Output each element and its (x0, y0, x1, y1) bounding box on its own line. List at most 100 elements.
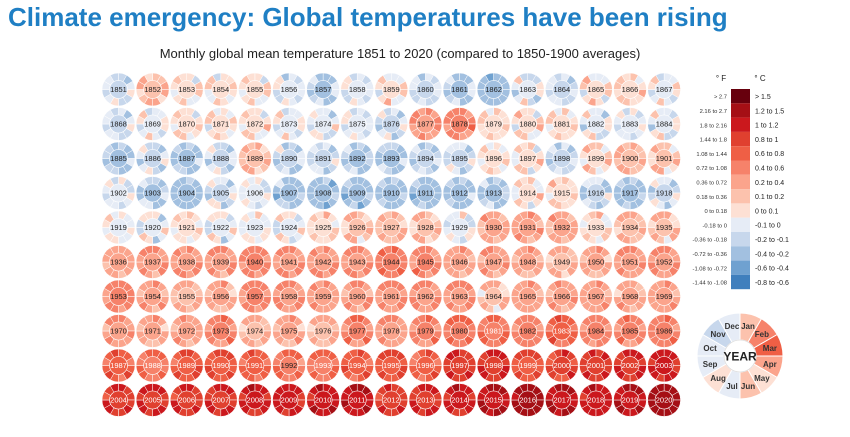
year-label: 1938 (178, 258, 195, 267)
year-center (518, 149, 538, 168)
year-label: 1915 (553, 189, 570, 198)
year-center (518, 218, 538, 237)
year-center (381, 218, 401, 237)
year-wheel: 1918 (647, 176, 681, 210)
legend-swatch (731, 89, 750, 104)
year-label: 1973 (212, 327, 229, 336)
year-center (279, 252, 299, 272)
year-wheel: 1883 (613, 107, 647, 141)
legend-label-f: 0.18 to 0.36 (696, 195, 727, 201)
year-wheel: 1897 (510, 141, 545, 176)
year-label: 1853 (178, 85, 195, 94)
year-wheel: 1867 (647, 72, 681, 107)
year-label: 1857 (315, 85, 332, 94)
year-label: 1926 (349, 223, 366, 232)
year-label: 1946 (451, 258, 468, 267)
year-label: 1858 (349, 85, 366, 94)
year-label: 2011 (349, 396, 365, 405)
legend-label-f: 1.44 to 1.8 (700, 138, 727, 144)
year-wheel: 1893 (374, 141, 409, 176)
year-center (279, 356, 299, 375)
year-wheel: 1982 (510, 314, 545, 348)
year-label: 1965 (519, 292, 536, 301)
year-center (143, 321, 162, 341)
year-wheel: 1999 (510, 348, 545, 383)
year-center (552, 114, 572, 134)
year-center (245, 80, 265, 99)
year-center (211, 218, 231, 237)
year-label: 1964 (485, 292, 502, 301)
year-center (586, 183, 606, 203)
year-wheel: 2013 (408, 383, 443, 417)
year-center (211, 114, 231, 134)
year-center (279, 218, 299, 237)
year-wheel: 1859 (374, 72, 409, 107)
year-center (177, 149, 196, 168)
year-wheel: 1929 (442, 210, 477, 245)
year-wheel: 1907 (272, 176, 306, 210)
year-label: 1924 (281, 223, 298, 232)
year-center (177, 183, 196, 203)
year-wheel: 1874 (306, 107, 340, 141)
year-center (518, 80, 538, 99)
year-label: 1968 (622, 292, 639, 301)
year-center (313, 114, 333, 134)
year-wheel: 1986 (647, 314, 681, 348)
year-label: 1900 (622, 154, 639, 163)
year-label: 1854 (212, 85, 229, 94)
year-center (416, 287, 435, 306)
legend-label-c: 0 to 0.1 (755, 208, 778, 215)
year-wheel: 2006 (169, 383, 204, 417)
year-label: 1970 (110, 327, 127, 336)
year-wheel: 1953 (101, 279, 136, 314)
year-label: 1896 (485, 154, 502, 163)
year-wheel: 1921 (169, 210, 204, 245)
year-wheel: 1891 (306, 141, 340, 176)
year-center (416, 149, 435, 168)
year-label: 1952 (656, 258, 673, 267)
year-wheel: 1914 (510, 176, 545, 210)
year-label: 1887 (178, 154, 195, 163)
year-wheel: 1886 (135, 141, 170, 176)
year-wheel: 1908 (306, 176, 340, 210)
year-label: 1917 (622, 189, 639, 198)
year-wheel: 1985 (613, 314, 647, 348)
year-wheel: 1852 (135, 72, 170, 107)
year-center (279, 149, 299, 168)
year-center (279, 287, 299, 306)
year-label: 1871 (212, 120, 229, 129)
year-label: 1948 (519, 258, 536, 267)
key-center-label: YEAR (723, 350, 757, 364)
year-center (279, 321, 299, 341)
year-center (450, 114, 469, 134)
year-center (552, 252, 572, 272)
year-center (620, 218, 640, 237)
year-wheel: 1871 (204, 107, 238, 141)
year-label: 1920 (144, 223, 161, 232)
year-label: 1984 (588, 327, 605, 336)
year-center (484, 183, 503, 203)
year-label: 1884 (656, 120, 673, 129)
year-label: 1898 (553, 154, 570, 163)
year-wheel: 1943 (340, 245, 374, 279)
year-center (416, 218, 435, 237)
year-wheel: 1863 (510, 72, 545, 107)
year-wheel: 2000 (545, 348, 579, 383)
year-wheel: 1912 (442, 176, 477, 210)
year-wheel: 2001 (579, 348, 613, 383)
legend-swatch (731, 103, 750, 118)
year-center (586, 252, 606, 272)
legend-swatch (731, 217, 750, 232)
year-center (313, 287, 333, 306)
year-center (381, 114, 401, 134)
legend-label-c: -0.8 to -0.6 (755, 280, 789, 287)
year-label: 1956 (212, 292, 229, 301)
year-wheel: 1987 (101, 348, 136, 383)
legend-swatch (731, 146, 750, 161)
year-center (313, 80, 333, 99)
year-label: 1916 (588, 189, 605, 198)
legend-label-f: 0.36 to 0.72 (696, 180, 727, 186)
year-wheel: 1903 (135, 176, 170, 210)
legend-label-c: -0.6 to -0.4 (755, 266, 789, 273)
year-center (518, 252, 538, 272)
